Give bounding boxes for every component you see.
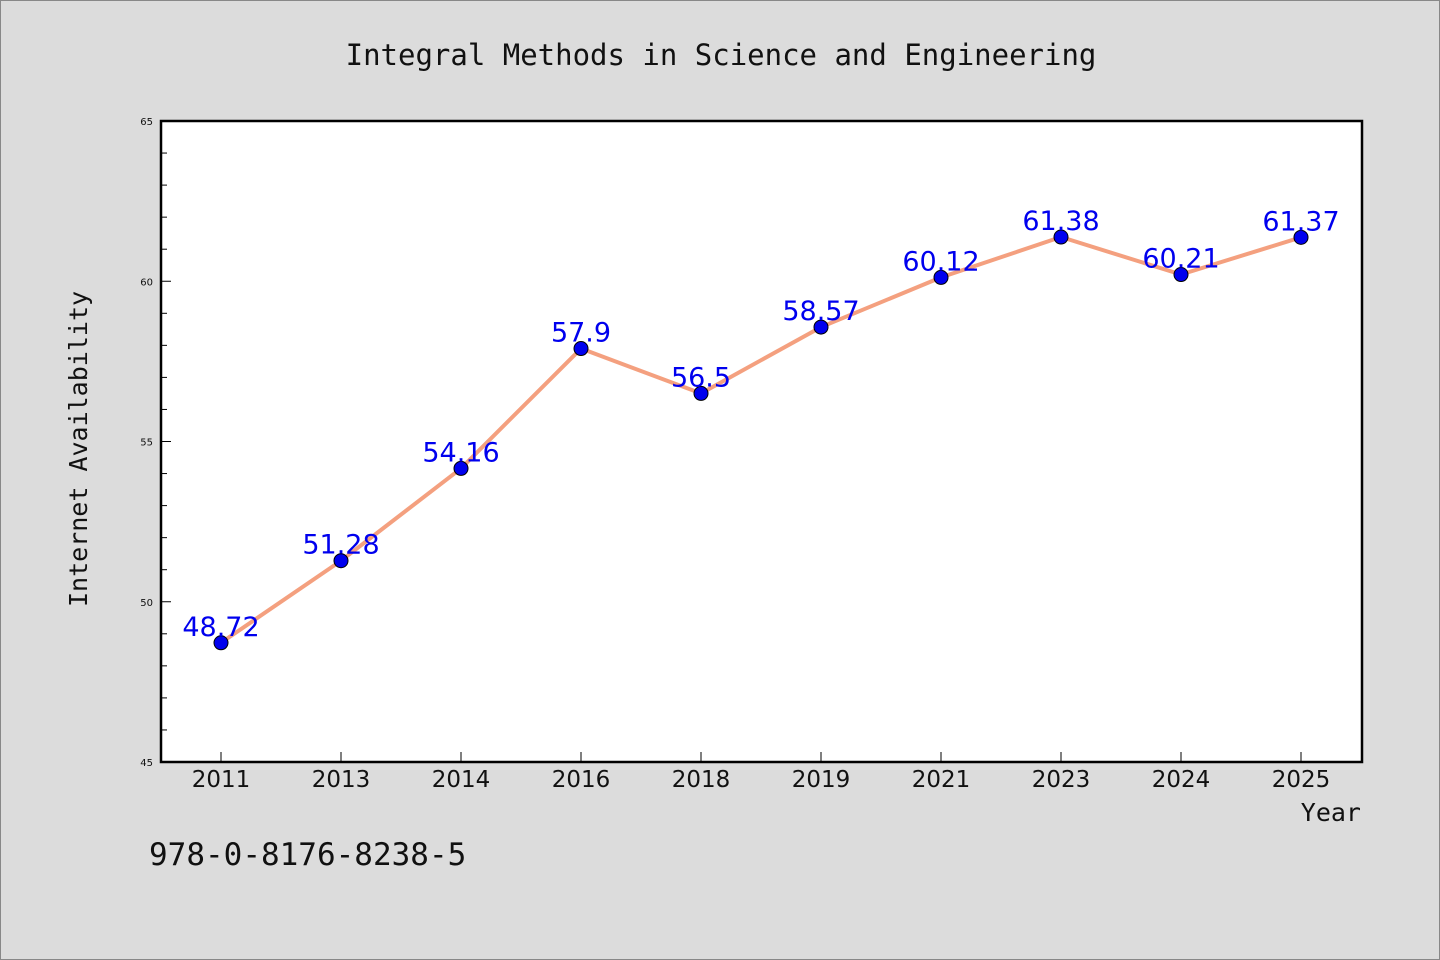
data-point bbox=[1173, 267, 1189, 283]
series-group: 48.72 51.28 54.16 57.9 56.5 58.57 60.12 61.38 60… bbox=[182, 206, 1340, 651]
series-line bbox=[219, 235, 1302, 645]
data-point bbox=[453, 460, 469, 476]
y-tick-label: 50 bbox=[140, 598, 153, 609]
data-point bbox=[1053, 229, 1069, 245]
data-label: 54.16 bbox=[422, 437, 499, 468]
y-tick-label: 45 bbox=[140, 758, 153, 769]
data-point bbox=[333, 553, 349, 569]
x-tick-label: 2021 bbox=[912, 767, 971, 793]
y-axis: 45 50 55 60 65 bbox=[140, 117, 171, 769]
plot-area bbox=[159, 119, 1364, 764]
data-point bbox=[213, 635, 229, 651]
data-label: 60.21 bbox=[1142, 244, 1219, 275]
data-point bbox=[693, 385, 709, 401]
x-tick-label: 2019 bbox=[792, 767, 851, 793]
data-point bbox=[1293, 229, 1309, 245]
data-point bbox=[933, 269, 949, 285]
y-tick-label: 55 bbox=[140, 438, 153, 449]
data-label: 57.9 bbox=[551, 318, 611, 349]
data-label: 51.28 bbox=[302, 530, 379, 561]
x-axis-label: Year bbox=[1301, 798, 1361, 827]
data-label: 61.38 bbox=[1022, 206, 1099, 237]
data-label: 61.37 bbox=[1262, 206, 1339, 237]
data-point bbox=[573, 341, 589, 357]
y-axis-label: Internet Availability bbox=[64, 291, 93, 607]
chart-title: Integral Methods in Science and Engineer… bbox=[346, 38, 1097, 72]
y-tick-label: 60 bbox=[140, 277, 153, 288]
y-tick-label: 65 bbox=[140, 117, 153, 128]
footer-code: 978-0-8176-8238-5 bbox=[149, 837, 466, 873]
x-tick-label: 2014 bbox=[432, 767, 491, 793]
x-tick-label: 2023 bbox=[1032, 767, 1091, 793]
data-label: 58.57 bbox=[782, 296, 859, 327]
x-axis: 2011 2013 2014 2016 2018 2019 2021 2023 2024 2025 bbox=[192, 752, 1331, 793]
data-label: 56.5 bbox=[671, 362, 731, 393]
data-label: 48.72 bbox=[182, 612, 259, 643]
x-tick-label: 2016 bbox=[552, 767, 611, 793]
x-tick-label: 2013 bbox=[312, 767, 371, 793]
x-tick-label: 2024 bbox=[1152, 767, 1211, 793]
x-tick-label: 2011 bbox=[192, 767, 251, 793]
data-label: 60.12 bbox=[902, 246, 979, 277]
x-tick-label: 2025 bbox=[1272, 767, 1331, 793]
x-tick-label: 2018 bbox=[672, 767, 731, 793]
data-point bbox=[813, 319, 829, 335]
